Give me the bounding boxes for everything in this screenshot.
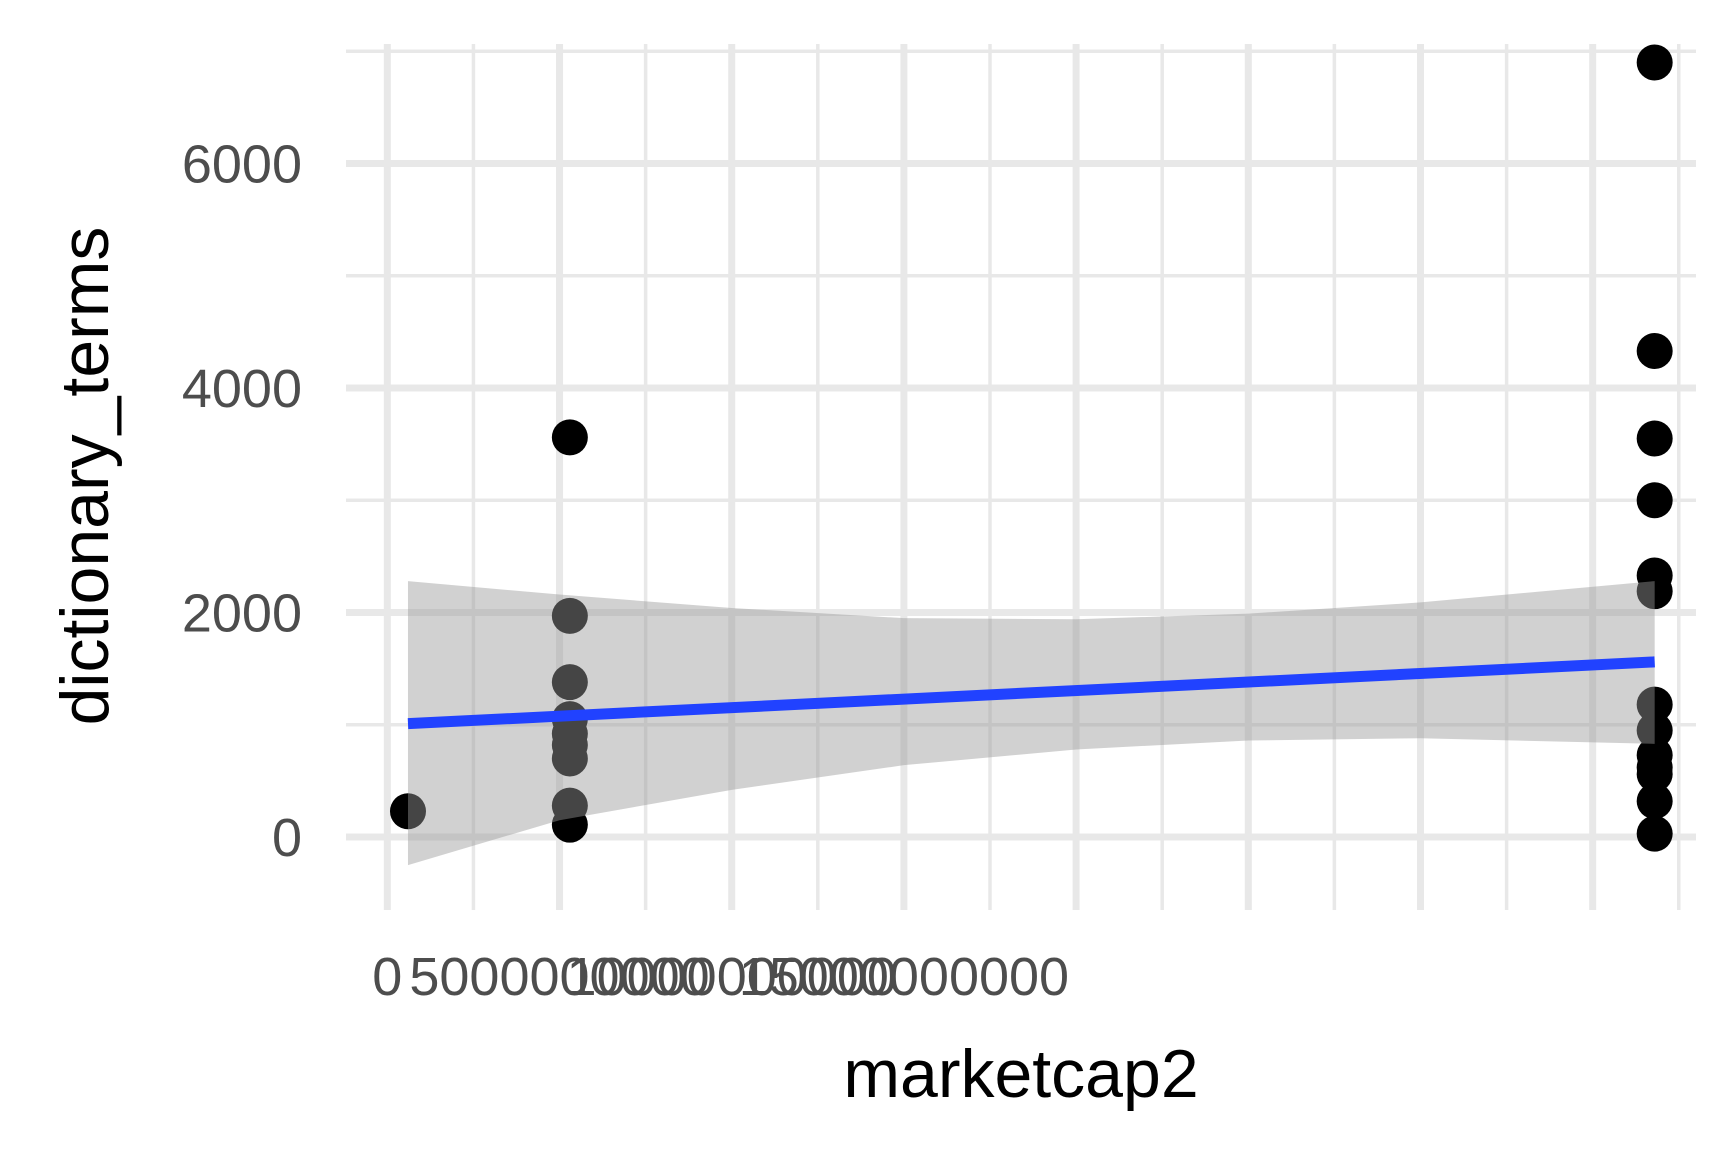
x-tick-label: 15000000000 bbox=[739, 947, 1069, 1007]
fit-line-layer bbox=[407, 581, 1655, 866]
data-point bbox=[551, 597, 588, 634]
confidence-band-area bbox=[407, 581, 1655, 866]
data-point bbox=[389, 793, 426, 830]
data-point bbox=[1636, 482, 1673, 519]
data-point bbox=[1636, 420, 1673, 457]
x-axis-title: marketcap2 bbox=[843, 1036, 1198, 1112]
data-point bbox=[1636, 815, 1673, 852]
fit-line bbox=[407, 656, 1655, 730]
y-tick-labels: 0 2000 4000 6000 bbox=[182, 134, 302, 868]
y-tick-label: 2000 bbox=[182, 584, 302, 644]
x-tick-label: 10000000000 bbox=[567, 947, 897, 1007]
y-tick-label: 0 bbox=[272, 808, 302, 868]
points-layer bbox=[389, 44, 1673, 852]
data-point bbox=[1636, 332, 1673, 369]
data-point bbox=[551, 664, 588, 701]
data-point bbox=[1636, 44, 1673, 81]
data-point bbox=[551, 740, 588, 777]
y-tick-label: 6000 bbox=[182, 134, 302, 194]
x-tick-label: 0 bbox=[372, 947, 402, 1007]
y-tick-label: 4000 bbox=[182, 359, 302, 419]
data-point bbox=[551, 806, 588, 843]
data-point bbox=[1636, 783, 1673, 820]
data-point bbox=[1636, 686, 1673, 723]
data-point bbox=[1636, 573, 1673, 610]
data-point bbox=[551, 419, 588, 456]
x-tick-label: 5000000000 bbox=[409, 947, 709, 1007]
data-point bbox=[1636, 756, 1673, 793]
y-axis-title: dictionary_terms bbox=[47, 227, 123, 726]
data-point bbox=[1636, 712, 1673, 749]
